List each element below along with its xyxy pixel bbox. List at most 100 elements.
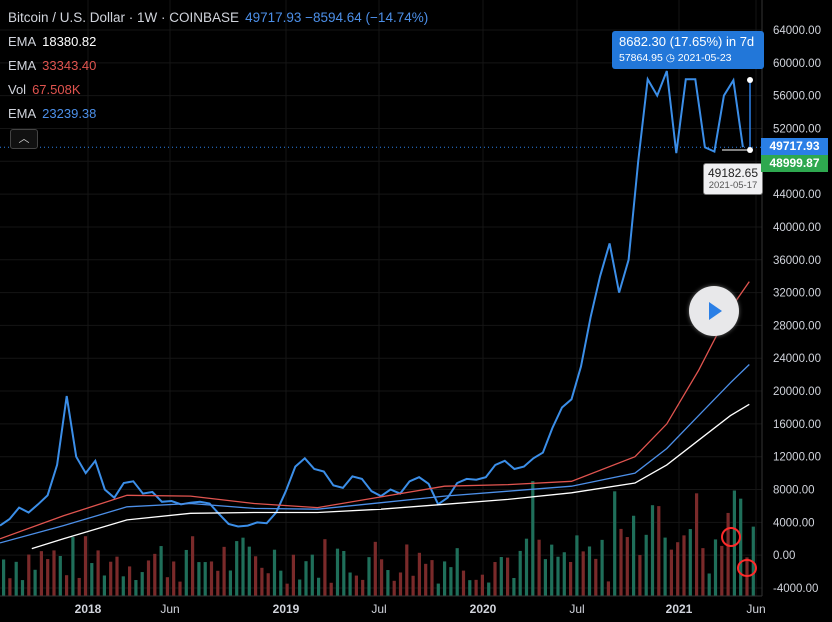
time-axis: 2018 Jun 2019 Jul 2020 Jul 2021 Jun	[0, 595, 766, 616]
x-tick-label: Jul	[569, 602, 584, 616]
volume-bar	[732, 490, 736, 596]
volume-bar	[279, 570, 283, 596]
legend-ema-red[interactable]: EMA 33343.40	[8, 58, 97, 73]
volume-bar	[77, 577, 81, 596]
volume-bar	[524, 538, 529, 596]
volume-bar	[285, 583, 289, 596]
volume-bar	[115, 556, 119, 596]
volume-bar	[71, 537, 75, 596]
volume-bar	[46, 559, 50, 596]
play-button[interactable]	[689, 286, 739, 336]
volume-bar	[480, 574, 484, 596]
annotation-circle-top	[721, 527, 741, 547]
volume-bar	[304, 561, 308, 596]
volume-bar	[613, 491, 617, 596]
volume-bar	[695, 493, 699, 596]
volume-bar	[638, 555, 642, 596]
x-tick-label: 2020	[470, 602, 497, 616]
volume-bar	[272, 549, 277, 596]
volume-bar	[443, 561, 447, 596]
x-tick-label: 2018	[75, 602, 102, 616]
volume-bar	[8, 578, 12, 596]
x-tick-label: Jun	[746, 602, 765, 616]
volume-bar	[449, 567, 453, 596]
volume-bar	[20, 580, 25, 596]
y-tick-label: 44000.00	[773, 189, 821, 201]
volume-bar	[178, 581, 182, 596]
volume-bar	[216, 570, 220, 596]
volume-bar	[121, 576, 125, 596]
x-tick-label: Jul	[371, 602, 386, 616]
volume-bar	[52, 550, 56, 596]
volume-bar	[373, 541, 377, 596]
y-tick-label: -4000.00	[773, 583, 818, 595]
legend-ema-blue[interactable]: EMA 23239.38	[8, 106, 97, 121]
y-tick-label: 8000.00	[773, 485, 815, 497]
volume-bar	[688, 529, 692, 596]
volume-bar	[543, 559, 547, 596]
volume-bar	[367, 557, 371, 596]
volume-bar	[235, 541, 239, 596]
y-tick-label: 52000.00	[773, 123, 821, 135]
legend-volume[interactable]: Vol 67.508K	[8, 82, 81, 97]
volume-bar	[128, 566, 132, 596]
volume-bar	[27, 554, 31, 596]
volume-bar	[323, 539, 327, 596]
volume-bar	[562, 552, 566, 596]
y-tick-label: 32000.00	[773, 288, 821, 300]
volume-bar	[468, 580, 472, 596]
volume-bar	[335, 548, 340, 596]
volume-bar	[134, 580, 138, 596]
volume-bar	[90, 563, 94, 596]
volume-bar	[606, 581, 610, 596]
volume-bar	[619, 528, 623, 596]
volume-bar	[682, 535, 686, 596]
measure-tooltip: 8682.30 (17.65%) in 7d 57864.95 ◷ 2021-0…	[612, 31, 764, 69]
series-line	[0, 364, 750, 544]
volume-bar	[707, 573, 711, 596]
y-tick-label: 20000.00	[773, 386, 821, 398]
volume-bar	[266, 573, 270, 596]
volume-bar	[531, 481, 535, 596]
series-line	[0, 70, 744, 528]
measure-point-end	[747, 77, 753, 83]
volume-bar	[650, 505, 655, 596]
volume-bar	[159, 546, 163, 596]
play-icon	[709, 302, 722, 320]
y-tick-label: 28000.00	[773, 320, 821, 332]
price-axis: 64000.0060000.0056000.0052000.0048000.00…	[761, 0, 821, 596]
volume-bar	[184, 549, 188, 596]
volume-bar	[241, 537, 245, 596]
legend-ema-white[interactable]: EMA 18380.82	[8, 34, 97, 49]
volume-bar	[474, 579, 478, 596]
volume-bar	[197, 562, 201, 596]
volume-bar	[739, 498, 743, 596]
volume-bar	[594, 558, 598, 596]
y-tick-label: 12000.00	[773, 452, 821, 464]
volume-bar	[109, 561, 113, 596]
volume-bar	[405, 544, 409, 596]
y-tick-label: 36000.00	[773, 255, 821, 267]
y-tick-label: 4000.00	[773, 517, 815, 529]
volume-bar	[58, 555, 62, 596]
volume-bar	[380, 559, 384, 596]
annotation-markers	[0, 77, 762, 577]
volume-bar	[203, 562, 207, 596]
volume-bar	[713, 539, 718, 596]
collapse-legend-button[interactable]: ︿	[10, 129, 38, 149]
volume-bar	[291, 554, 295, 596]
volume-bar	[625, 537, 629, 596]
volume-bar	[33, 569, 37, 596]
volume-bar	[600, 539, 604, 596]
volume-bar	[657, 506, 661, 596]
y-tick-label: 60000.00	[773, 58, 821, 70]
x-tick-label: Jun	[160, 602, 179, 616]
volume-bar	[153, 553, 157, 596]
current-price-tag: 49717.93	[761, 138, 828, 155]
volume-bar	[436, 583, 440, 596]
volume-bar	[228, 570, 232, 596]
y-tick-label: 0.00	[773, 550, 795, 562]
volume-bar	[254, 556, 258, 596]
volume-bar	[172, 561, 176, 596]
